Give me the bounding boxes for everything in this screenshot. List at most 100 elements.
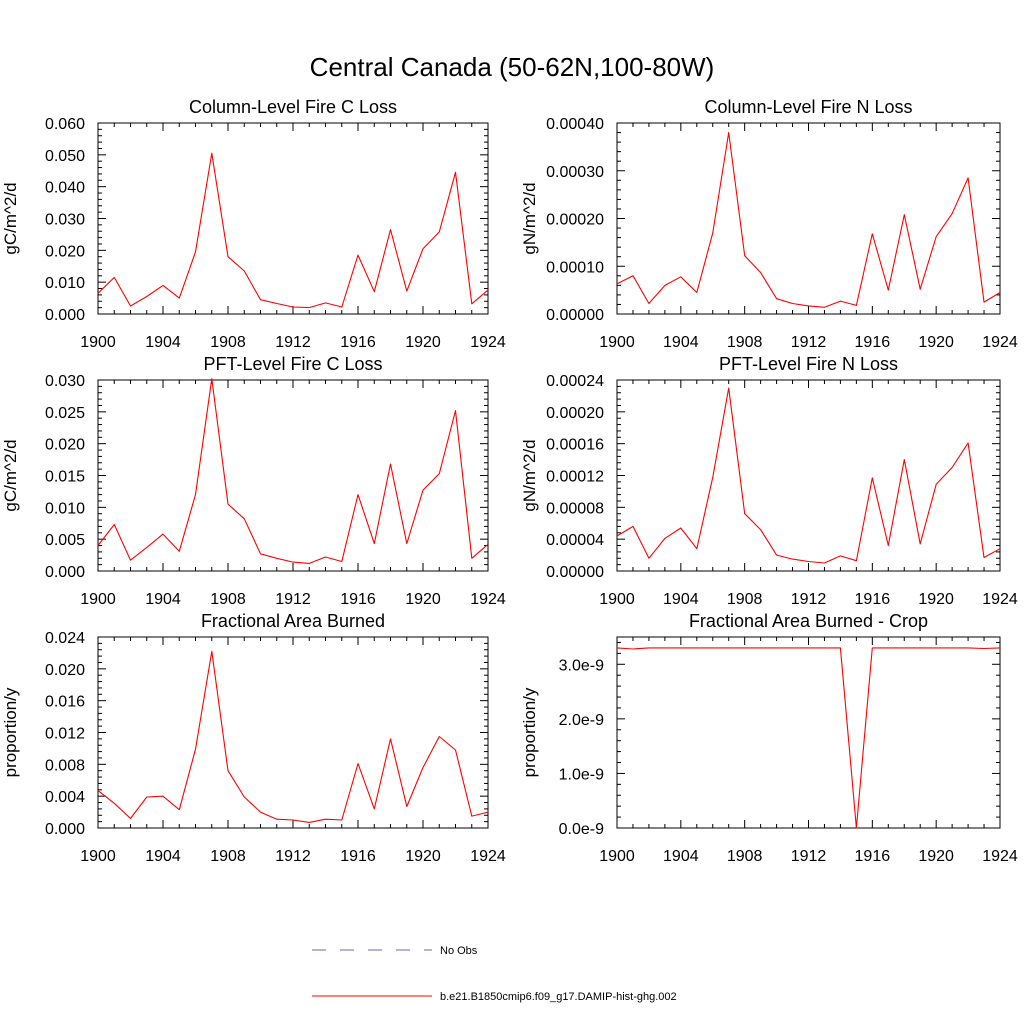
plot-frame [97,122,489,315]
x-tick-label: 1912 [791,591,827,608]
y-axis-label: gC/m^2/d [1,182,20,254]
x-tick-label: 1912 [275,591,311,608]
y-tick-label: 0.00040 [546,116,604,133]
panel-title: Fractional Area Burned - Crop [689,611,928,631]
x-tick-label: 1908 [210,848,246,865]
y-axis-label: proportion/y [520,687,539,777]
y-tick-label: 0.00010 [546,259,604,276]
y-tick-label: 0.060 [45,116,85,133]
legend: No Obs b.e21.B1850cmip6.f09_g17.DAMIP-hi… [312,945,677,1003]
x-tick-label: 1916 [340,848,376,865]
y-tick-label: 0.00024 [546,373,604,390]
x-tick-label: 1904 [145,591,181,608]
legend-label-model-run: b.e21.B1850cmip6.f09_g17.DAMIP-hist-ghg.… [440,991,677,1003]
x-tick-label: 1916 [855,334,891,351]
y-tick-label: 0.030 [45,373,85,390]
panel-fractional-area-burned: 1900 1904 1908 1912 1916 1920 1924 0.000 0.004 0.… [1,611,506,865]
x-tick-label: 1924 [982,848,1018,865]
y-tick-label: 0.015 [45,469,85,486]
legend-label-no-obs: No Obs [440,945,478,957]
figure-title: Central Canada (50-62N,100-80W) [310,52,715,82]
panel-title: Column-Level Fire N Loss [704,97,912,117]
series-line [616,132,1001,308]
x-tick-label: 1920 [405,591,441,608]
series-line [616,647,1001,829]
y-tick-label: 0.010 [45,275,85,292]
x-tick-label: 1900 [599,591,635,608]
y-tick-label: 0.00012 [546,469,604,486]
y-tick-label: 0.00020 [546,212,604,229]
panel-title: PFT-Level Fire C Loss [203,354,382,374]
series-line [97,650,489,823]
x-tick-label: 1916 [340,334,376,351]
y-tick-label: 0.024 [45,630,85,647]
y-tick-label: 0.040 [45,180,85,197]
x-tick-label: 1912 [275,848,311,865]
y-axis-label: gC/m^2/d [1,439,20,511]
x-tick-label: 1924 [470,848,506,865]
y-tick-label: 0.0e-9 [559,821,604,838]
y-tick-label: 0.008 [45,757,85,774]
x-tick-label: 1920 [918,848,954,865]
y-tick-label: 2.0e-9 [559,712,604,729]
x-tick-label: 1916 [855,591,891,608]
y-tick-label: 3.0e-9 [559,657,604,674]
y-tick-label: 0.00020 [546,405,604,422]
panel-title: Column-Level Fire C Loss [189,97,397,117]
y-tick-label: 1.0e-9 [559,766,604,783]
y-tick-label: 0.004 [45,789,85,806]
x-tick-label: 1916 [340,591,376,608]
x-tick-label: 1904 [145,334,181,351]
panels: 1900 1904 1908 1912 1916 1920 1924 0.000 0.010 0.… [1,97,1018,865]
plot-frame [97,636,489,829]
panel-column-level-fire-n-loss: 1900 1904 1908 1912 1916 1920 1924 0.00000 0.000… [520,97,1018,351]
y-tick-label: 0.00000 [546,564,604,581]
x-tick-label: 1900 [599,848,635,865]
x-tick-label: 1904 [663,591,699,608]
x-tick-label: 1904 [145,848,181,865]
x-tick-label: 1924 [982,591,1018,608]
x-tick-label: 1908 [727,591,763,608]
x-tick-label: 1904 [663,848,699,865]
y-tick-label: 0.020 [45,437,85,454]
y-axis-label: gN/m^2/d [520,439,539,511]
x-tick-label: 1908 [727,848,763,865]
y-tick-label: 0.00000 [546,307,604,324]
panel-fractional-area-burned-crop: 1900 1904 1908 1912 1916 1920 1924 0.0e-9 1.0e-9… [520,611,1018,865]
plot-frame [97,379,489,572]
series-line [616,387,1001,564]
y-tick-label: 0.020 [45,662,85,679]
y-axis-label: proportion/y [1,687,20,777]
panel-pft-level-fire-n-loss: 1900 1904 1908 1912 1916 1920 1924 0.00000 0.000… [520,354,1018,608]
x-tick-label: 1924 [982,334,1018,351]
panel-title: PFT-Level Fire N Loss [719,354,898,374]
x-tick-label: 1920 [405,334,441,351]
series-line [97,378,489,564]
y-tick-label: 0.010 [45,500,85,517]
plot-frame [616,122,1001,315]
x-tick-label: 1920 [405,848,441,865]
panel-pft-level-fire-c-loss: 1900 1904 1908 1912 1916 1920 1924 0.000 0.005 0.… [1,354,506,608]
x-tick-label: 1912 [791,334,827,351]
x-tick-label: 1900 [80,591,116,608]
x-tick-label: 1900 [599,334,635,351]
panel-title: Fractional Area Burned [201,611,385,631]
y-tick-label: 0.030 [45,212,85,229]
x-tick-label: 1916 [855,848,891,865]
x-tick-label: 1920 [918,334,954,351]
legend-entry-model-run: b.e21.B1850cmip6.f09_g17.DAMIP-hist-ghg.… [312,991,677,1003]
plot-frame [616,636,1001,829]
panel-column-level-fire-c-loss: 1900 1904 1908 1912 1916 1920 1924 0.000 0.010 0.… [1,97,506,351]
x-tick-label: 1908 [210,334,246,351]
y-tick-label: 0.012 [45,726,85,743]
y-tick-label: 0.00004 [546,532,604,549]
x-tick-label: 1912 [275,334,311,351]
x-tick-label: 1912 [791,848,827,865]
x-tick-label: 1900 [80,848,116,865]
y-tick-label: 0.000 [45,307,85,324]
series-line [97,152,489,309]
y-tick-label: 0.016 [45,694,85,711]
x-tick-label: 1920 [918,591,954,608]
x-tick-label: 1924 [470,334,506,351]
y-tick-label: 0.00016 [546,437,604,454]
